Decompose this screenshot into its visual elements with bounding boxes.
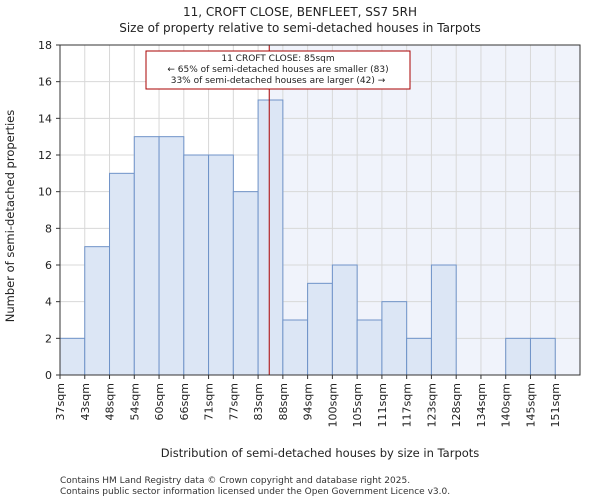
- bars: [59, 99, 556, 376]
- x-axis-label: Distribution of semi-detached houses by …: [161, 446, 480, 460]
- bar-77sqm: [232, 191, 259, 376]
- footer-line-2: Contains public sector information licen…: [60, 487, 450, 497]
- annotation-larger: 33% of semi-detached houses are larger (…: [171, 76, 386, 86]
- bar-48sqm: [109, 172, 135, 376]
- bar-140sqm: [505, 337, 531, 376]
- chart-subtitle: Size of property relative to semi-detach…: [119, 21, 481, 35]
- y-tick-label: 8: [45, 222, 52, 235]
- bar-71sqm: [208, 154, 234, 376]
- bar-105sqm: [356, 319, 383, 376]
- bar-94sqm: [307, 282, 333, 376]
- x-tick-label: 71sqm: [203, 383, 216, 420]
- bar-88sqm: [282, 319, 309, 376]
- x-tick-label: 151sqm: [549, 383, 562, 427]
- x-tick-label: 111sqm: [376, 383, 389, 427]
- x-tick-label: 100sqm: [326, 383, 339, 427]
- x-tick-label: 37sqm: [54, 383, 67, 420]
- bar-54sqm: [133, 136, 160, 376]
- x-tick-label: 43sqm: [79, 383, 92, 420]
- y-tick-label: 16: [38, 76, 52, 89]
- footer-line-1: Contains HM Land Registry data © Crown c…: [60, 476, 410, 486]
- bar-83sqm: [257, 99, 284, 376]
- y-axis-label: Number of semi-detached properties: [3, 110, 17, 322]
- bar-123sqm: [430, 264, 457, 376]
- x-tick-label: 117sqm: [401, 383, 414, 427]
- x-tick-label: 134sqm: [475, 383, 488, 427]
- x-tick-label: 60sqm: [153, 383, 166, 420]
- x-tick-label: 105sqm: [351, 383, 364, 427]
- bar-37sqm: [59, 337, 86, 376]
- annotation-box: [145, 50, 411, 90]
- x-tick-label: 48sqm: [104, 383, 117, 420]
- y-tick-label: 14: [38, 112, 52, 125]
- bar-117sqm: [406, 337, 432, 376]
- y-tick-label: 12: [38, 149, 52, 162]
- bar-100sqm: [331, 264, 358, 376]
- y-axis: 0 2 4 6 8 10 12 14 16 18: [38, 39, 60, 382]
- bar-66sqm: [183, 154, 210, 376]
- y-tick-label: 10: [38, 186, 52, 199]
- x-tick-label: 88sqm: [277, 383, 290, 420]
- x-tick-label: 77sqm: [227, 383, 240, 420]
- chart-title: 11, CROFT CLOSE, BENFLEET, SS7 5RH: [183, 5, 417, 19]
- y-tick-label: 0: [45, 369, 52, 382]
- annotation-smaller: ← 65% of semi-detached houses are smalle…: [167, 65, 388, 75]
- y-tick-label: 2: [45, 332, 52, 345]
- x-tick-label: 94sqm: [302, 383, 315, 420]
- x-tick-label: 140sqm: [500, 383, 513, 427]
- y-tick-label: 6: [45, 259, 52, 272]
- annotation-title: 11 CROFT CLOSE: 85sqm: [221, 54, 334, 64]
- x-tick-label: 128sqm: [450, 383, 463, 427]
- x-tick-label: 123sqm: [425, 383, 438, 427]
- y-tick-label: 18: [38, 39, 52, 52]
- bar-60sqm: [158, 136, 185, 376]
- y-tick-label: 4: [45, 296, 52, 309]
- bar-111sqm: [381, 301, 408, 376]
- x-tick-label: 66sqm: [178, 383, 191, 420]
- x-tick-label: 54sqm: [128, 383, 141, 420]
- x-tick-label: 145sqm: [524, 383, 537, 427]
- x-tick-label: 83sqm: [252, 383, 265, 420]
- bar-145sqm: [529, 337, 556, 376]
- x-axis: 37sqm 43sqm 48sqm 54sqm 60sqm 66sqm 71sqm 77sqm…: [54, 375, 562, 427]
- plot-frame: [59, 44, 581, 376]
- bar-43sqm: [84, 246, 111, 376]
